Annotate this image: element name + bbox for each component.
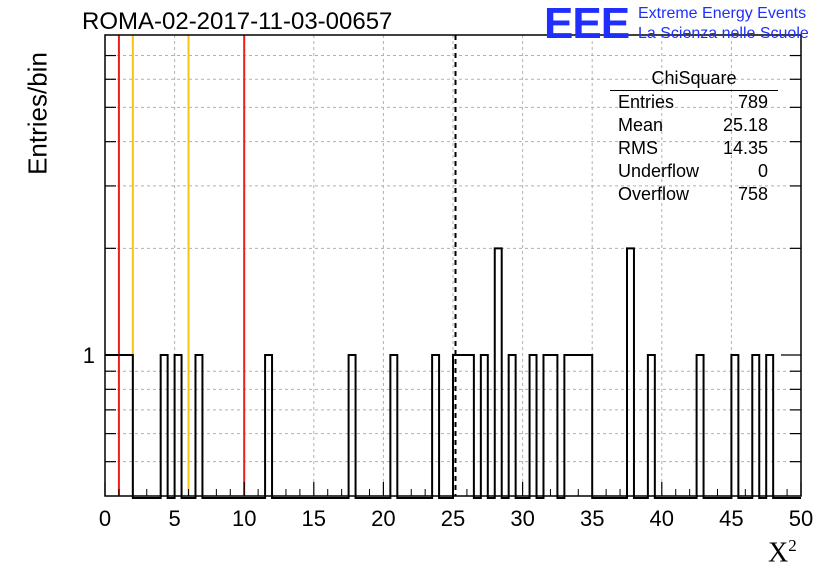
x-tick-label: 30: [510, 506, 534, 531]
tick-labels: 0 5 10 15 20 25 30 35 40 45 50 1: [83, 343, 813, 531]
stats-value: 758: [737, 184, 768, 204]
x-axis-label: X2: [768, 536, 797, 569]
x-tick-label: 20: [371, 506, 395, 531]
x-tick-label: 50: [789, 506, 813, 531]
logo-line-1: Extreme Energy Events: [638, 5, 807, 22]
stats-row: Entries 789: [610, 91, 778, 114]
x-tick-label: 10: [232, 506, 256, 531]
stats-row: Underflow 0: [610, 160, 778, 183]
stats-value: 0: [757, 161, 768, 181]
stats-row: Mean 25.18: [610, 114, 778, 137]
x-tick-label: 25: [441, 506, 465, 531]
plot-title: ROMA-02-2017-11-03-00657: [82, 8, 393, 35]
stats-key: Underflow: [618, 161, 700, 181]
x-axis-label-superscript: 2: [788, 536, 797, 555]
x-tick-label: 45: [719, 506, 743, 531]
x-tick-label: 5: [168, 506, 180, 531]
stats-box: ChiSquare Entries 789 Mean 25.18 RMS 14.35 …: [610, 66, 778, 206]
stats-key: Overflow: [618, 184, 690, 204]
x-tick-label: 15: [302, 506, 326, 531]
axis-ticks: [104, 54, 802, 496]
y-axis-label: Entries/bin: [22, 52, 53, 175]
stats-value: 14.35: [722, 138, 768, 158]
x-axis-label-base: X: [768, 537, 789, 569]
reference-lines: [117, 35, 457, 496]
x-tick-label: 0: [99, 506, 111, 531]
stats-title: ChiSquare: [610, 66, 778, 91]
x-tick-label: 35: [580, 506, 604, 531]
stats-row: RMS 14.35: [610, 137, 778, 160]
logo-line-2: La Scienza nelle Scuole: [638, 25, 809, 42]
stats-key: Entries: [618, 92, 675, 112]
eee-logo-mark: EEE: [544, 0, 630, 48]
y-tick-label: 1: [83, 343, 95, 368]
stats-value: 789: [737, 92, 768, 112]
stats-value: 25.18: [722, 115, 768, 135]
stats-key: RMS: [618, 138, 658, 158]
histogram-outline: [105, 247, 801, 499]
stats-row: Overflow 758: [610, 183, 778, 206]
stats-key: Mean: [618, 115, 664, 135]
x-tick-label: 40: [650, 506, 674, 531]
